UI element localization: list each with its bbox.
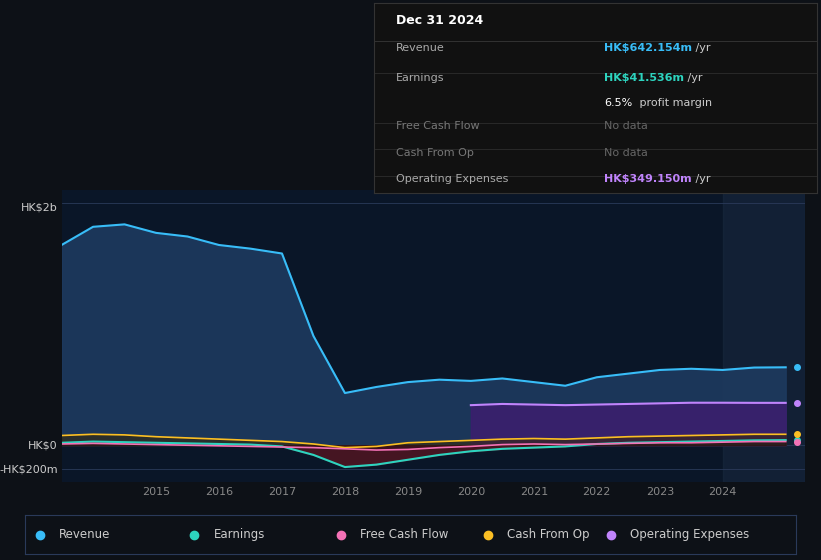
Text: Cash From Op: Cash From Op: [507, 528, 589, 542]
Text: Operating Expenses: Operating Expenses: [631, 528, 750, 542]
Text: Free Cash Flow: Free Cash Flow: [396, 121, 479, 131]
Text: Earnings: Earnings: [213, 528, 265, 542]
Text: profit margin: profit margin: [636, 98, 712, 108]
Text: HK$41.536m: HK$41.536m: [604, 73, 684, 83]
Text: No data: No data: [604, 147, 648, 157]
Text: HK$2b: HK$2b: [21, 203, 57, 213]
Text: 6.5%: 6.5%: [604, 98, 632, 108]
Text: Revenue: Revenue: [59, 528, 111, 542]
Text: No data: No data: [604, 121, 648, 131]
Text: Operating Expenses: Operating Expenses: [396, 174, 508, 184]
Text: -HK$200m: -HK$200m: [0, 464, 57, 474]
Text: /yr: /yr: [692, 43, 710, 53]
Text: HK$0: HK$0: [28, 440, 57, 450]
Text: Earnings: Earnings: [396, 73, 444, 83]
Bar: [722, 190, 805, 482]
Text: Revenue: Revenue: [396, 43, 444, 53]
Text: Cash From Op: Cash From Op: [396, 147, 474, 157]
Text: Free Cash Flow: Free Cash Flow: [360, 528, 449, 542]
Text: Dec 31 2024: Dec 31 2024: [396, 14, 483, 27]
Text: HK$349.150m: HK$349.150m: [604, 174, 692, 184]
Text: /yr: /yr: [684, 73, 703, 83]
Text: /yr: /yr: [692, 174, 710, 184]
Text: HK$642.154m: HK$642.154m: [604, 43, 692, 53]
